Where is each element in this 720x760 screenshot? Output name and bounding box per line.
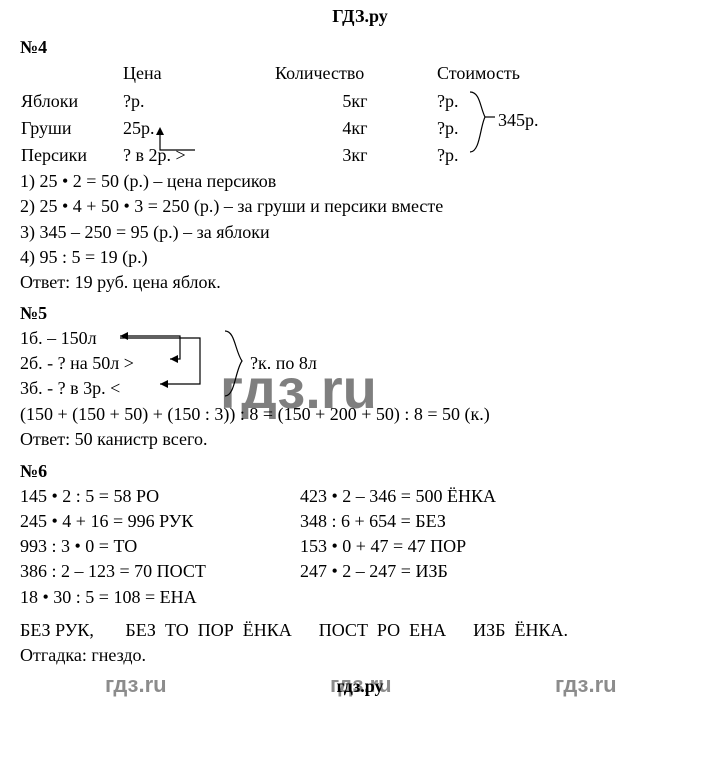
p4-pears-label: Груши (20, 115, 122, 142)
p4-peaches-price: ? в 2р. > (122, 142, 274, 169)
p5-l1: 1б. – 150л (20, 326, 97, 351)
problem-6: №6 145 • 2 : 5 = 58 РО 245 • 4 + 16 = 99… (20, 459, 700, 669)
p6-answer: Отгадка: гнездо. (20, 643, 700, 668)
p4-step1: 1) 25 • 2 = 50 (р.) – цена персиков (20, 169, 700, 194)
p6-c1l3: 993 : 3 • 0 = ТО (20, 534, 300, 559)
p4-pears-qty: 4кг (274, 115, 436, 142)
p6-c2l1: 423 • 2 – 346 = 500 ЁНКА (300, 484, 496, 509)
p4-title: №4 (20, 35, 700, 60)
p4-apples-price: ?р. (122, 88, 274, 115)
p4-th-qty: Количество (274, 60, 436, 87)
p6-c1l5: 18 • 30 : 5 = 108 = ЕНА (20, 585, 300, 610)
p4-answer: Ответ: 19 руб. цена яблок. (20, 270, 700, 295)
problem-5: №5 1б. – 150л 2б. - ? на 50л > 3б. - ? в… (20, 301, 700, 453)
p4-apples-label: Яблоки (20, 88, 122, 115)
p4-peaches-cost: ?р. (436, 142, 548, 169)
p4-th-price: Цена (122, 60, 274, 87)
site-footer: гдз.ру (20, 674, 700, 699)
p6-c1l1: 145 • 2 : 5 = 58 РО (20, 484, 300, 509)
p4-pears-price: 25р. (122, 115, 274, 142)
p5-l2: 2б. - ? на 50л > (20, 351, 134, 376)
p6-riddle: БЕЗ РУК, БЕЗ ТО ПОР ЁНКА ПОСТ РО ЕНА ИЗБ… (20, 618, 700, 643)
p4-step3: 3) 345 – 250 = 95 (р.) – за яблоки (20, 220, 700, 245)
p4-step2: 2) 25 • 4 + 50 • 3 = 250 (р.) – за груши… (20, 194, 700, 219)
problem-4: №4 Цена Количество Стоимость Яблоки ?р. … (20, 35, 700, 295)
p4-th-cost: Стоимость (436, 60, 548, 87)
p6-c1l2: 245 • 4 + 16 = 996 РУК (20, 509, 300, 534)
p6-title: №6 (20, 459, 700, 484)
p5-title: №5 (20, 301, 700, 326)
p4-brace-total: 345р. (498, 108, 539, 133)
p5-l3: 3б. - ? в 3р. < (20, 376, 120, 401)
site-header: ГДЗ.ру (20, 4, 700, 29)
p4-step4: 4) 95 : 5 = 19 (р.) (20, 245, 700, 270)
p6-c1l4: 386 : 2 – 123 = 70 ПОСТ (20, 559, 300, 584)
p6-c2l4: 247 • 2 – 247 = ИЗБ (300, 559, 496, 584)
p5-calc: (150 + (150 + 50) + (150 : 3)) : 8 = (15… (20, 402, 700, 427)
p4-table: Цена Количество Стоимость Яблоки ?р. 5кг… (20, 60, 548, 169)
p5-answer: Ответ: 50 канистр всего. (20, 427, 700, 452)
p4-peaches-qty: 3кг (274, 142, 436, 169)
p4-peaches-label: Персики (20, 142, 122, 169)
p6-c2l3: 153 • 0 + 47 = 47 ПОР (300, 534, 496, 559)
p4-apples-qty: 5кг (274, 88, 436, 115)
p6-c2l2: 348 : 6 + 654 = БЕЗ (300, 509, 496, 534)
p5-right: ?к. по 8л (250, 351, 317, 376)
